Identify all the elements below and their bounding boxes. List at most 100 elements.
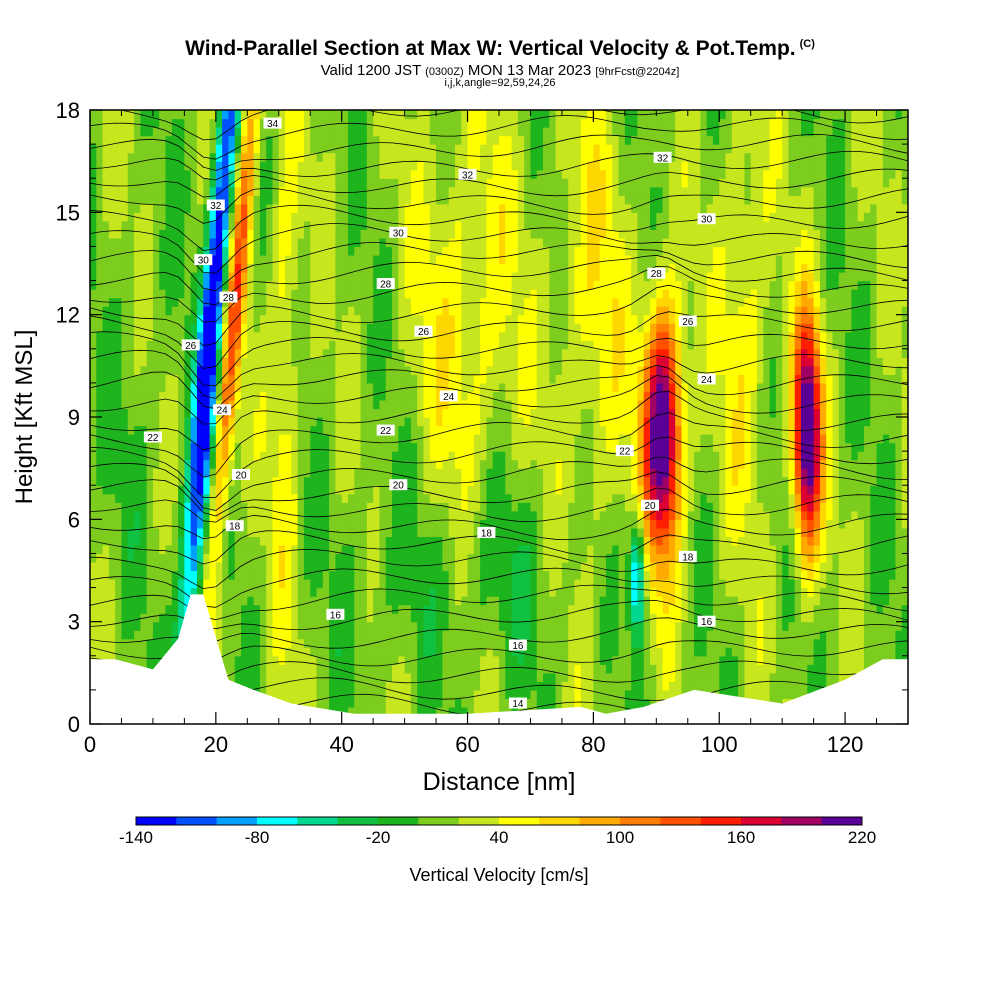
velocity-cell — [272, 468, 280, 478]
velocity-cell — [171, 502, 179, 512]
velocity-cell — [618, 468, 626, 478]
velocity-cell — [278, 468, 286, 478]
velocity-cell — [870, 579, 878, 589]
velocity-cell — [662, 596, 670, 606]
velocity-cell — [863, 527, 871, 537]
velocity-cell — [329, 630, 336, 640]
velocity-cell — [492, 613, 500, 623]
velocity-cell — [410, 596, 418, 606]
velocity-cell — [96, 596, 104, 606]
velocity-cell — [712, 476, 720, 486]
velocity-cell — [259, 604, 267, 614]
velocity-cell — [215, 527, 223, 537]
velocity-cell — [863, 630, 871, 640]
velocity-cell — [882, 647, 890, 657]
velocity-cell — [687, 638, 695, 648]
velocity-cell — [593, 579, 601, 589]
velocity-cell — [373, 425, 381, 435]
velocity-cell — [631, 425, 639, 435]
velocity-cell — [543, 672, 550, 682]
velocity-cell — [140, 638, 148, 648]
velocity-cell — [366, 519, 374, 529]
velocity-cell — [234, 621, 242, 631]
velocity-cell — [222, 485, 230, 495]
velocity-cell — [247, 664, 255, 674]
velocity-cell — [731, 399, 739, 410]
velocity-cell — [159, 451, 167, 461]
velocity-cell — [480, 502, 488, 512]
velocity-cell — [643, 468, 651, 478]
velocity-cell — [549, 596, 557, 606]
velocity-cell — [108, 434, 116, 444]
velocity-cell — [819, 604, 827, 614]
velocity-cell — [876, 655, 884, 665]
velocity-cell — [297, 519, 305, 529]
velocity-cell — [303, 536, 311, 546]
velocity-cell — [838, 425, 846, 435]
velocity-cell — [876, 459, 884, 469]
velocity-cell — [241, 527, 248, 537]
velocity-cell — [826, 638, 834, 648]
velocity-cell — [398, 655, 406, 665]
velocity-cell — [278, 553, 286, 563]
velocity-cell — [599, 613, 607, 623]
velocity-cell — [555, 561, 563, 572]
velocity-cell — [215, 561, 223, 572]
velocity-cell — [561, 451, 569, 461]
velocity-cell — [90, 476, 97, 486]
velocity-cell — [247, 417, 255, 427]
velocity-cell — [813, 434, 821, 444]
velocity-cell — [228, 664, 236, 674]
velocity-cell — [725, 493, 733, 503]
velocity-cell — [605, 468, 613, 478]
velocity-cell — [108, 408, 116, 418]
velocity-cell — [127, 527, 135, 537]
velocity-cell — [543, 621, 550, 631]
velocity-cell — [454, 451, 462, 461]
velocity-cell — [505, 502, 513, 512]
velocity-cell — [266, 399, 274, 410]
velocity-cell — [536, 502, 544, 512]
velocity-cell — [819, 527, 827, 537]
velocity-cell — [316, 553, 324, 563]
velocity-cell — [807, 579, 815, 589]
velocity-cell — [662, 476, 670, 486]
velocity-cell — [165, 510, 173, 520]
velocity-cell — [354, 596, 362, 606]
velocity-cell — [360, 399, 368, 410]
velocity-cell — [417, 476, 425, 486]
velocity-cell — [725, 451, 733, 461]
velocity-cell — [870, 442, 878, 452]
velocity-cell — [612, 706, 620, 717]
velocity-cell — [788, 604, 796, 614]
velocity-cell — [322, 553, 330, 563]
velocity-cell — [291, 621, 299, 631]
velocity-cell — [794, 579, 802, 589]
velocity-cell — [385, 638, 393, 648]
velocity-cell — [618, 434, 626, 444]
velocity-cell — [870, 510, 878, 520]
velocity-cell — [247, 519, 255, 529]
velocity-cell — [234, 434, 242, 444]
velocity-cell — [511, 681, 519, 691]
velocity-cell — [303, 510, 311, 520]
velocity-cell — [725, 510, 733, 520]
velocity-cell — [347, 502, 355, 512]
velocity-cell — [316, 417, 324, 427]
velocity-cell — [436, 527, 443, 537]
velocity-cell — [549, 561, 557, 572]
velocity-cell — [511, 553, 519, 563]
velocity-cell — [826, 536, 834, 546]
velocity-cell — [196, 502, 204, 512]
velocity-cell — [316, 493, 324, 503]
velocity-cell — [587, 553, 594, 563]
velocity-cell — [700, 604, 708, 614]
velocity-cell — [297, 655, 305, 665]
velocity-cell — [259, 655, 267, 665]
velocity-cell — [410, 664, 418, 674]
velocity-cell — [379, 553, 387, 563]
velocity-cell — [373, 664, 381, 674]
velocity-cell — [536, 442, 544, 452]
velocity-cell — [895, 399, 903, 410]
velocity-cell — [694, 655, 701, 665]
